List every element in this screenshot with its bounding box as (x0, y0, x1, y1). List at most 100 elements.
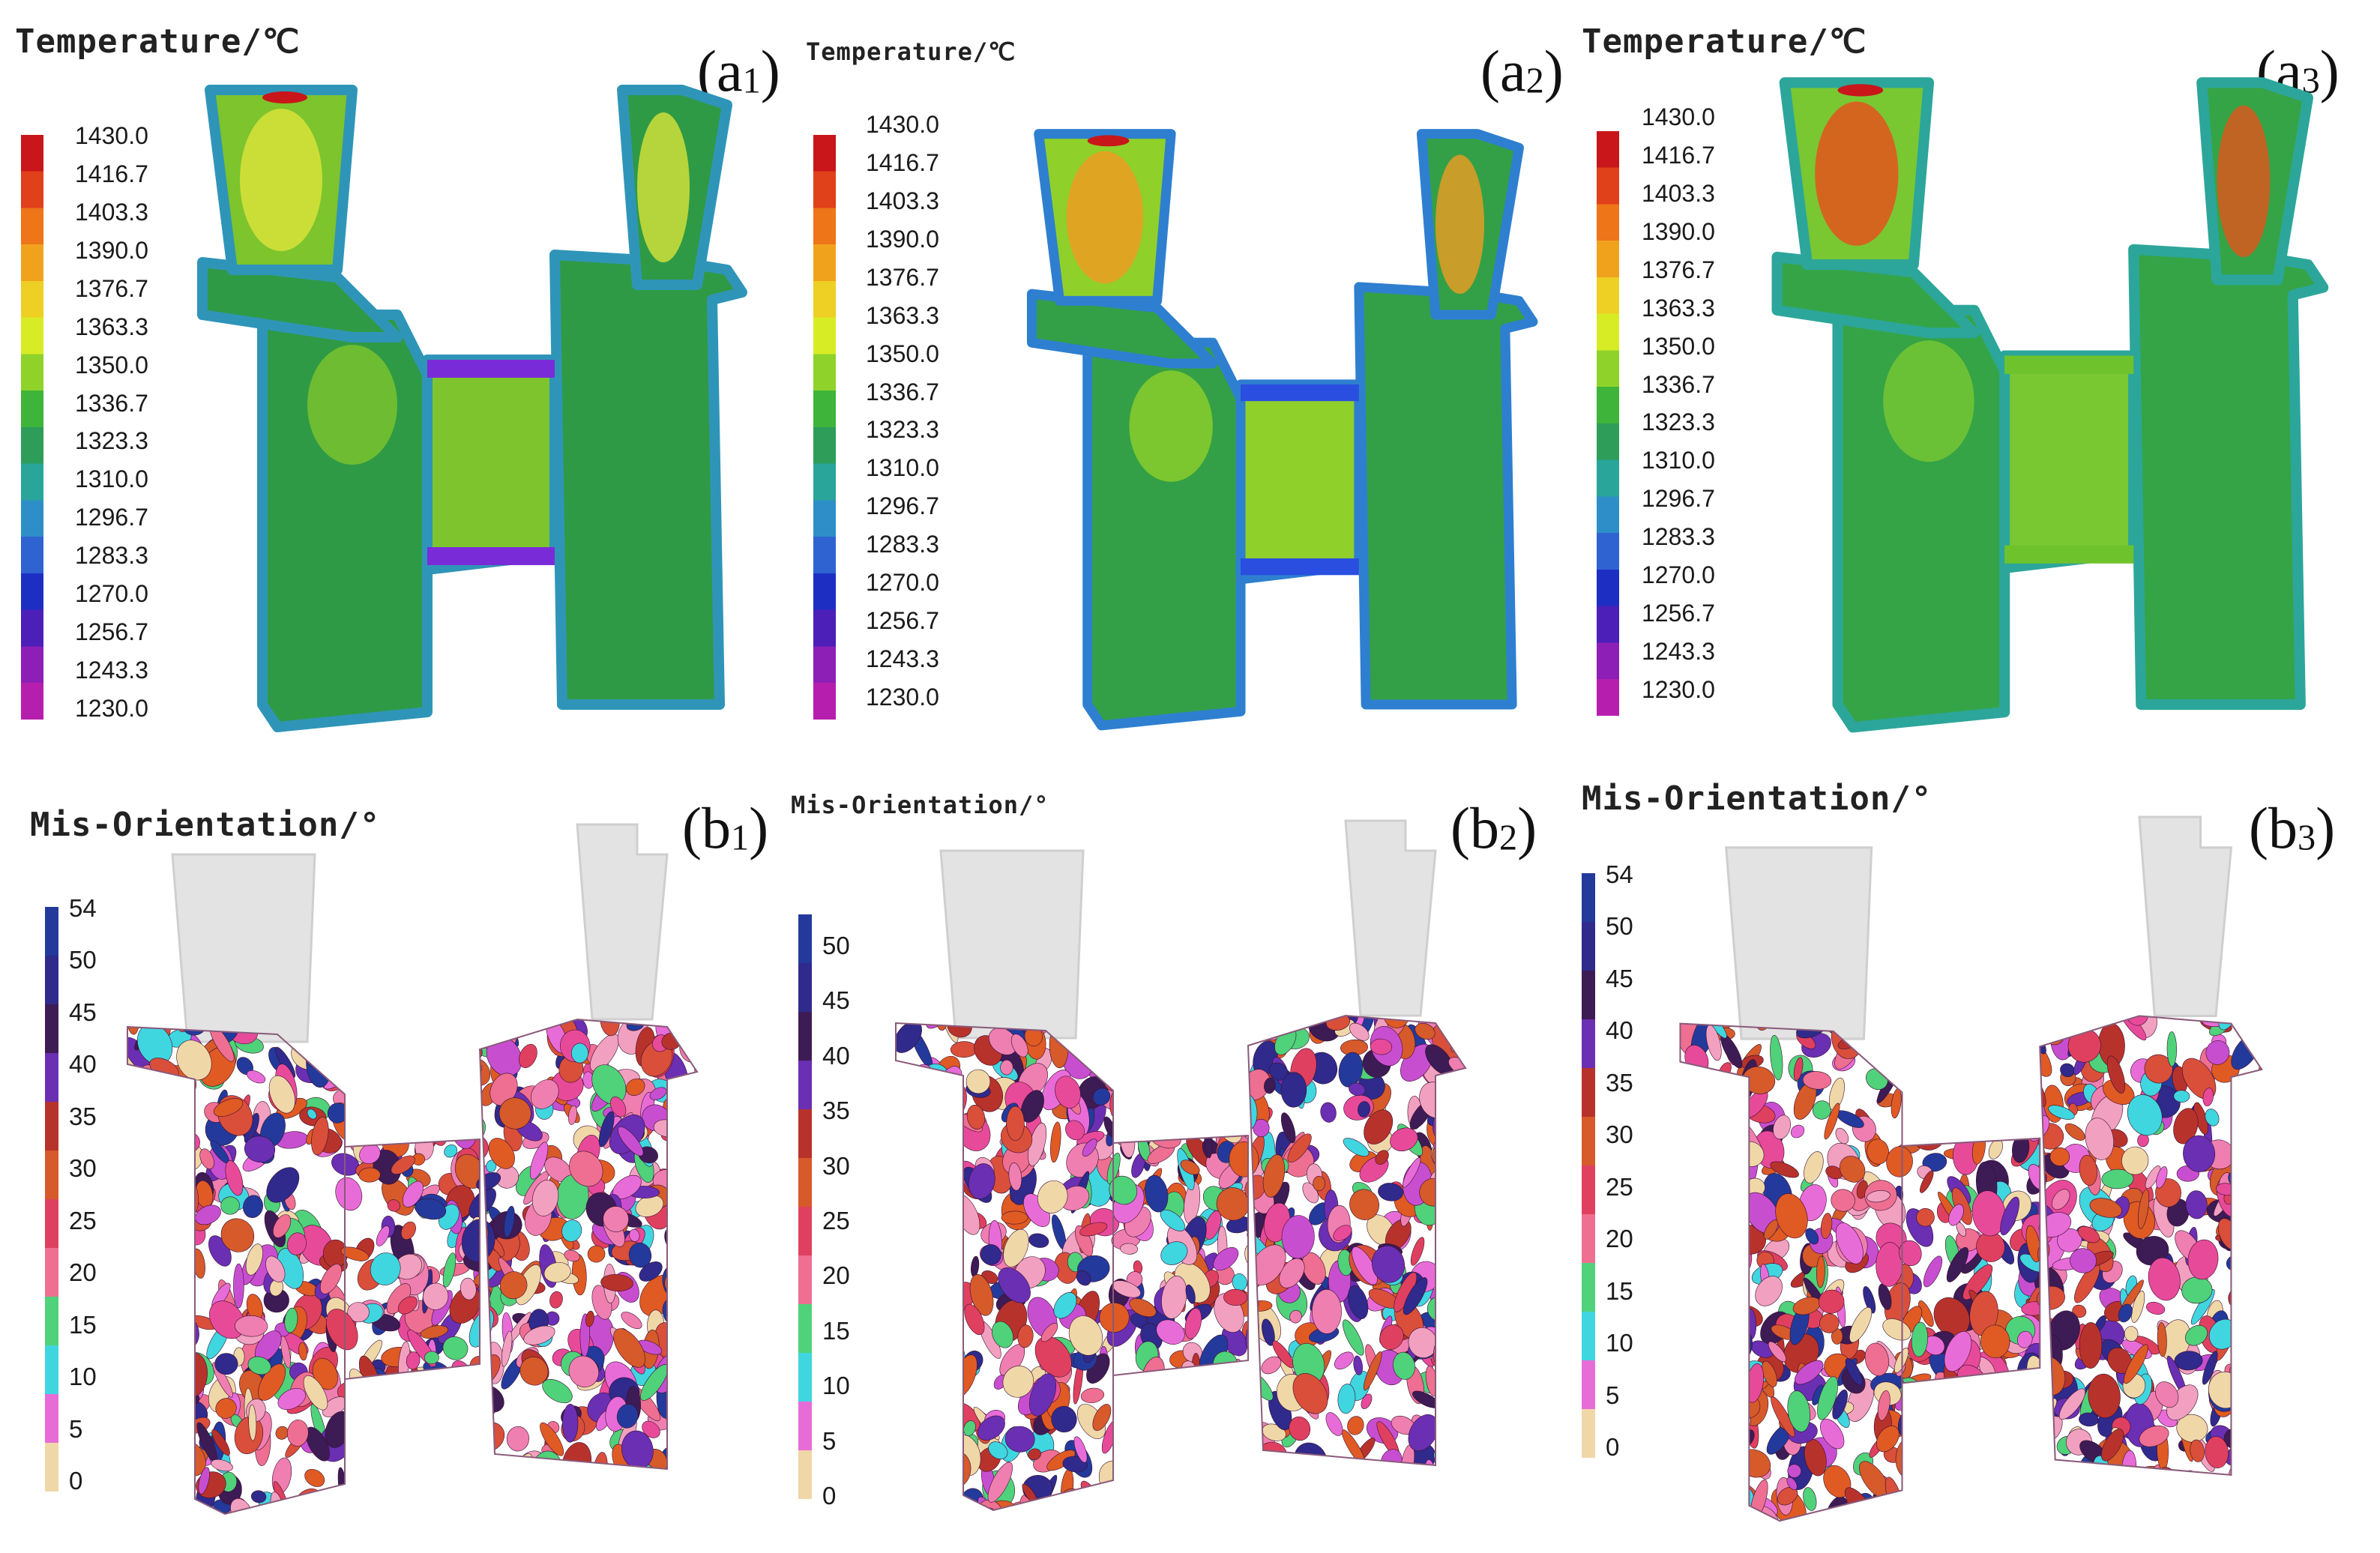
grain (1028, 1448, 1041, 1461)
grain (1716, 1233, 1737, 1257)
grain (1999, 1106, 2023, 1128)
grain (912, 1241, 940, 1274)
grain (1462, 1509, 1465, 1510)
grain (2248, 1356, 2259, 1369)
grain (1804, 1151, 1824, 1183)
grain (644, 1477, 657, 1492)
panel-label-b1: (b1) (682, 795, 769, 860)
temperature-tick-label: 1230.0 (866, 684, 939, 711)
grain (665, 1493, 691, 1514)
grain (151, 1186, 181, 1216)
grain (486, 1160, 497, 1173)
grain (2242, 1371, 2262, 1398)
grain (1885, 1020, 1907, 1057)
grain (896, 1321, 912, 1363)
grain (1898, 1027, 1928, 1047)
grain (1886, 1146, 1913, 1177)
grain (489, 1501, 510, 1514)
grain (1133, 1097, 1154, 1121)
grain (1309, 1500, 1333, 1510)
grain (1012, 1512, 1046, 1546)
grain (2266, 1317, 2279, 1342)
grain (540, 1422, 564, 1456)
grain (1231, 1387, 1249, 1415)
grain (1185, 1284, 1196, 1304)
grain (1357, 1510, 1388, 1540)
grain (1120, 1243, 1139, 1255)
grain (1080, 1387, 1105, 1403)
grain (599, 1489, 612, 1514)
temperature-tick-label: 1430.0 (1642, 103, 1715, 130)
grain (2232, 1252, 2253, 1270)
grain (2244, 1460, 2262, 1491)
grain-map (1680, 1016, 2279, 1522)
grain (1003, 1228, 1029, 1267)
grain (1980, 1097, 2007, 1130)
temperature-tick-label: 1270.0 (1642, 561, 1715, 589)
warm-zone (1129, 370, 1213, 482)
grain (685, 1334, 697, 1363)
grain (366, 1379, 382, 1399)
grain (2010, 1378, 2037, 1392)
grain (2059, 1016, 2083, 1025)
grain (902, 1265, 934, 1294)
temperature-tick-labels: 1430.0 1416.7 1403.3 1390.0 1376.7 1363.3 1350… (1642, 105, 1777, 705)
grain (2149, 1483, 2168, 1502)
grain (2055, 1486, 2085, 1513)
grain (165, 1123, 186, 1160)
grain (1978, 1377, 1999, 1417)
grain (1447, 1133, 1465, 1165)
grain (1989, 1465, 2012, 1480)
grain (2258, 1507, 2262, 1522)
misorientation-tick-label: 5 (822, 1426, 837, 1455)
grain (1092, 1404, 1112, 1431)
grain (1148, 1456, 1171, 1475)
grain (897, 1336, 909, 1371)
grain (699, 1445, 725, 1465)
misorientation-tick-label: 30 (69, 1154, 97, 1183)
misorientation-tick-label: 30 (1606, 1121, 1633, 1149)
grain (1133, 1380, 1148, 1408)
grain (1715, 1428, 1744, 1469)
grain (900, 1429, 925, 1446)
grain (1997, 1022, 2016, 1044)
misorientation-tick-label: 10 (69, 1363, 97, 1391)
grain (1680, 1493, 1688, 1522)
grain (1823, 1465, 1852, 1498)
grain (1080, 1016, 1107, 1043)
grain (176, 1040, 212, 1081)
grain (1450, 1380, 1465, 1402)
grain (1195, 1369, 1215, 1391)
grain (542, 1379, 573, 1404)
grain (2238, 1430, 2249, 1445)
grain (1693, 1251, 1714, 1278)
grain (675, 1261, 695, 1281)
grain (1051, 1405, 1077, 1433)
grain (313, 1493, 332, 1512)
riser-top (1837, 84, 1884, 97)
casting-grain-structure (1679, 815, 2279, 1522)
grain (127, 1432, 139, 1460)
temperature-colorbar (21, 135, 43, 720)
grain (1163, 1381, 1185, 1395)
grain (1775, 1193, 1808, 1239)
grain (1721, 1422, 1739, 1438)
grain (2193, 1513, 2217, 1522)
grain (1887, 1016, 1917, 1049)
grain (1717, 1309, 1746, 1339)
grain (679, 1138, 697, 1173)
grain (597, 1465, 627, 1497)
grain (1820, 1418, 1845, 1450)
grain (585, 1489, 617, 1514)
grain (1771, 1396, 1795, 1438)
grain (933, 1454, 953, 1476)
grain (127, 1151, 144, 1170)
grain (592, 1505, 615, 1514)
grain (401, 1528, 415, 1542)
grain (1137, 1061, 1161, 1074)
grain (406, 1076, 436, 1112)
grain (2250, 1239, 2262, 1273)
temperature-tick-label: 1310.0 (866, 454, 939, 482)
grain (1977, 1020, 1992, 1055)
grain (1266, 1482, 1298, 1495)
